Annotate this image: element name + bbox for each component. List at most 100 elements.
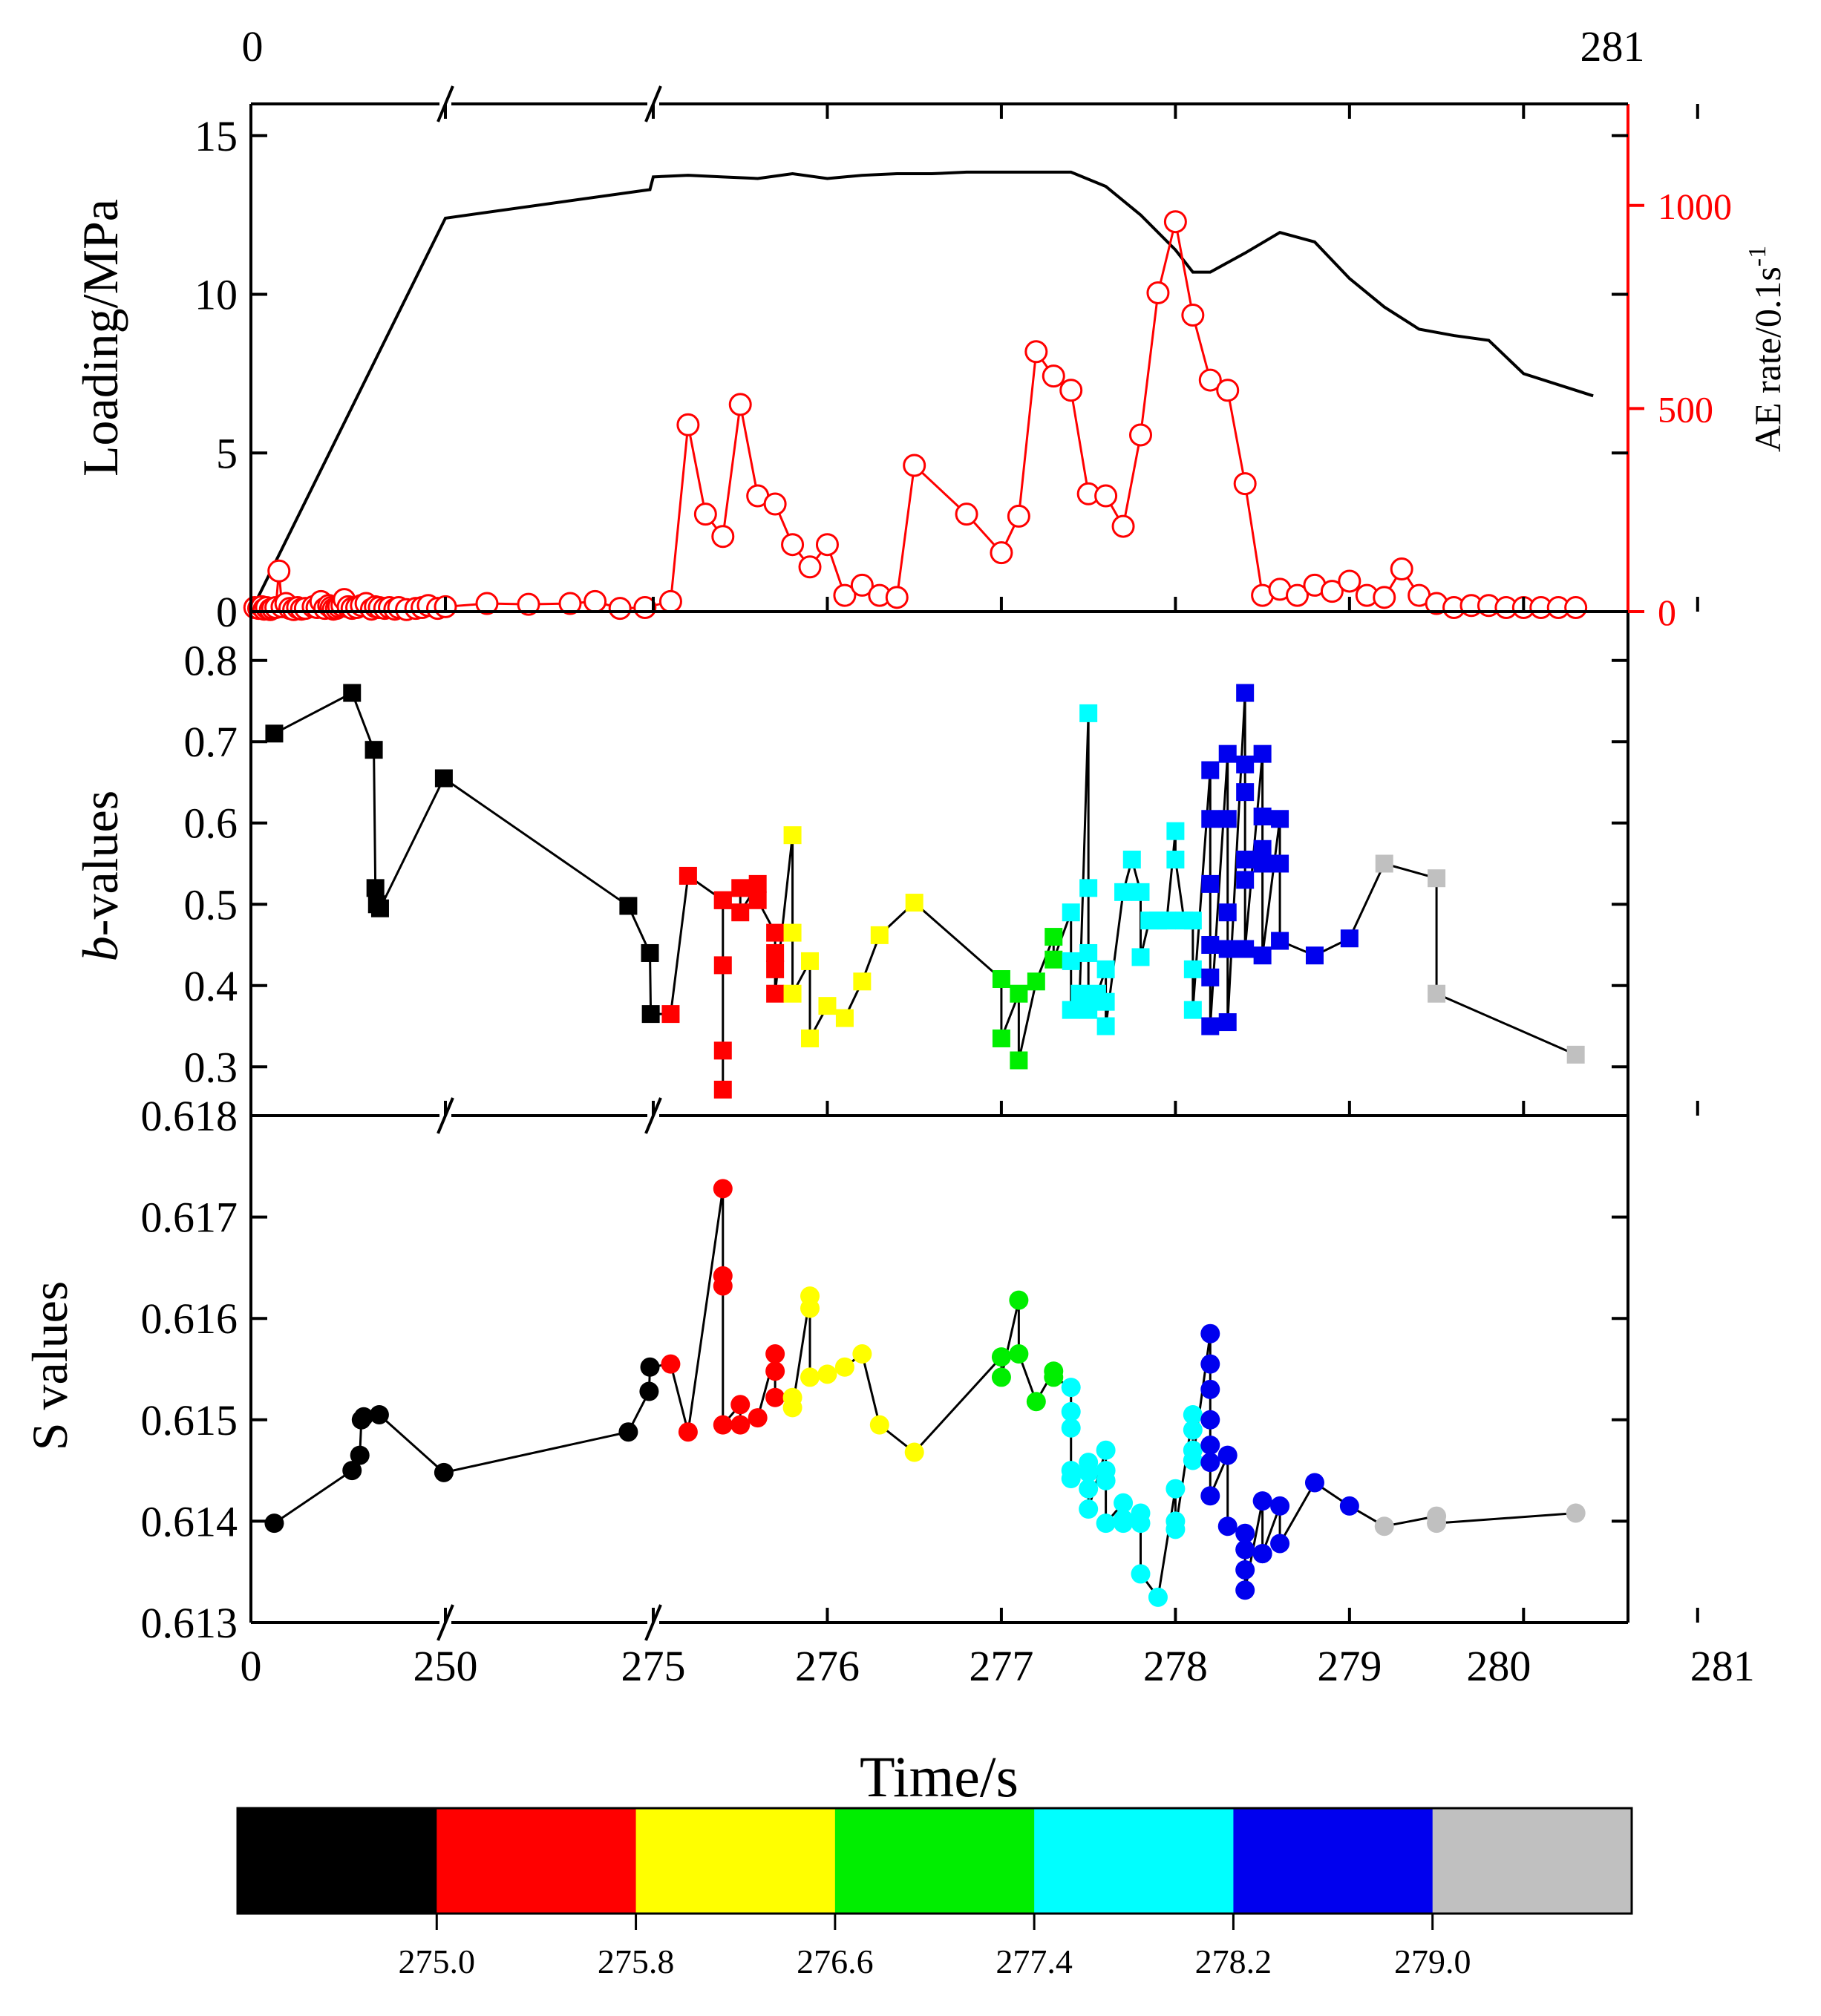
ae-rate-point (1198, 368, 1222, 392)
b-value-point (766, 943, 785, 962)
s-value-point (1200, 1410, 1220, 1430)
b-value-point (1183, 1001, 1202, 1019)
legend-swatch (834, 1808, 1036, 1914)
legend-swatch (1034, 1808, 1235, 1914)
s-value-point (800, 1367, 820, 1387)
b-value-point (1122, 851, 1141, 869)
loading-ytick-label: 15 (194, 112, 238, 160)
b-value-point (1079, 943, 1098, 962)
b-value-point (366, 879, 385, 897)
ae-rate-point (517, 592, 540, 616)
s-value-point (1061, 1469, 1081, 1489)
s-value-point (1200, 1486, 1220, 1506)
ae-rate-point (1129, 423, 1152, 447)
b-value-point (1305, 946, 1324, 965)
b-value-point (766, 960, 785, 978)
b-values-ytick-label: 0.5 (184, 880, 238, 929)
b-value-point (731, 903, 750, 922)
b-value-point (1218, 744, 1237, 763)
ae-rate-point (1373, 586, 1396, 609)
ae-rate-point (903, 454, 926, 477)
b-value-point (343, 684, 362, 702)
b-values-ytick-label: 0.4 (184, 962, 238, 1010)
s-value-point (1270, 1534, 1290, 1554)
ticks (249, 104, 1699, 1624)
s-value-point (1270, 1496, 1290, 1516)
legend-border (236, 1807, 1633, 1915)
s-value-point (1183, 1450, 1203, 1470)
ae-rate-point (475, 592, 499, 615)
b-value-point (1062, 1001, 1080, 1019)
b-values-line (273, 691, 1577, 1090)
legend-boundary-label: 279.0 (1394, 1943, 1471, 1980)
b-value-point (1340, 929, 1359, 948)
loading-ytick-label: 0 (216, 588, 238, 636)
s-value-point (1096, 1440, 1116, 1460)
b-value-point (1236, 755, 1255, 773)
x-tick-label: 275 (621, 1642, 686, 1690)
legend-swatch (238, 1808, 438, 1914)
b-value-point (1218, 903, 1237, 922)
b-value-point (1027, 972, 1045, 991)
b-value-point (641, 943, 659, 962)
s-value-point (1183, 1404, 1203, 1424)
b-value-point (1096, 992, 1115, 1011)
s-value-point (1252, 1491, 1272, 1511)
s-value-point (1114, 1513, 1134, 1534)
ae-y-label-main: AE rate/0.1s (1747, 266, 1788, 452)
b-value-point (1010, 1051, 1028, 1070)
b-value-point (661, 1005, 680, 1024)
s-value-point (1217, 1516, 1238, 1536)
s-value-point (800, 1298, 820, 1318)
b-value-point (1131, 883, 1150, 901)
b-value-point (835, 1009, 854, 1027)
b-y-label-suffix: -values (72, 791, 128, 936)
ae-rate-point (763, 492, 787, 516)
ae-rate-point (1024, 340, 1048, 364)
b-value-point (713, 891, 732, 909)
b-value-point (1375, 854, 1393, 873)
s-value-point (1096, 1513, 1116, 1534)
s-value-point (1061, 1418, 1081, 1438)
b-value-point (992, 1029, 1010, 1047)
s-value-point (1096, 1470, 1116, 1490)
ae-rate-point (1338, 569, 1361, 593)
ae-rate-point (1111, 514, 1135, 538)
b-value-point (1218, 810, 1237, 828)
s-value-point (1131, 1564, 1151, 1584)
s-values-ytick-label: 0.614 (141, 1497, 238, 1545)
ae-rate-point (658, 589, 682, 613)
ae-ytick-label: 1000 (1658, 186, 1732, 227)
s-value-point (661, 1354, 681, 1374)
s-value-point (1079, 1479, 1099, 1499)
x-tick-label: 278 (1143, 1642, 1208, 1690)
b-value-point (853, 972, 872, 991)
b-value-point (679, 866, 697, 885)
s-value-point (1200, 1453, 1220, 1473)
ae-rate-point (1094, 484, 1118, 508)
s-value-point (639, 1381, 659, 1401)
x-tick-label: 279 (1317, 1642, 1382, 1690)
s-value-point (730, 1415, 751, 1435)
s-value-point (1026, 1392, 1046, 1412)
ae-rate-point (885, 586, 909, 609)
s-value-point (342, 1461, 362, 1481)
b-value-point (1253, 946, 1272, 965)
top-tick-281: 281 (1580, 22, 1645, 71)
ae-rate-point (676, 413, 700, 436)
loading-ytick-label: 5 (216, 429, 238, 477)
s-value-point (1304, 1473, 1324, 1493)
x-axis-label: Time/s (860, 1744, 1019, 1809)
b-value-point (1183, 960, 1202, 978)
b-value-point (265, 724, 284, 743)
b-value-point (748, 891, 767, 909)
s-value-point (369, 1404, 389, 1424)
b-value-point (1070, 984, 1089, 1003)
s-value-point (618, 1422, 638, 1442)
b-value-point (1236, 851, 1255, 869)
legend-boundary-label: 275.0 (399, 1943, 476, 1980)
color-legend: 275.0 275.8 276.6 277.4 278.2 279.0 (236, 1807, 1633, 1980)
s-values-ytick-label: 0.616 (141, 1295, 238, 1343)
b-value-point (1010, 984, 1028, 1003)
b-value-point (1183, 912, 1202, 930)
